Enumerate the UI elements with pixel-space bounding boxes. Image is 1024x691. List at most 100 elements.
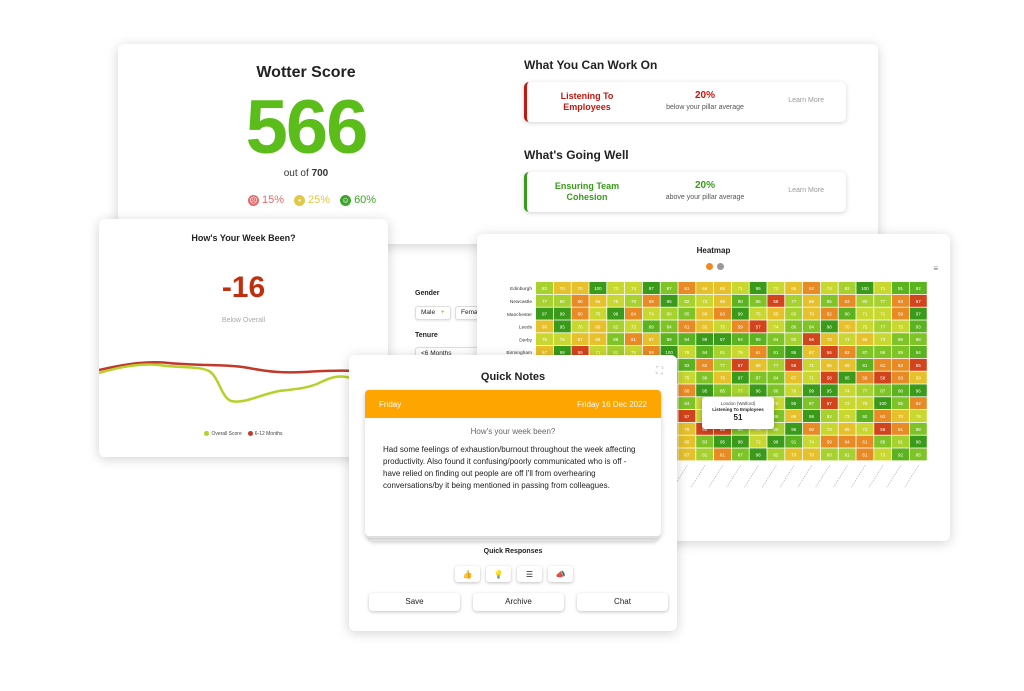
heatmap-cell[interactable] [642, 294, 660, 307]
heatmap-cell[interactable] [642, 320, 660, 333]
heatmap-cell[interactable] [820, 320, 838, 333]
heatmap-cell[interactable] [731, 346, 749, 358]
heatmap-cell[interactable] [714, 320, 731, 333]
heatmap-cell[interactable] [714, 358, 731, 371]
heatmap-cell[interactable] [838, 410, 856, 422]
heatmap-cell[interactable] [874, 422, 892, 435]
heatmap-pager[interactable] [706, 263, 726, 270]
heatmap-cell[interactable] [678, 448, 696, 461]
heatmap-cell[interactable] [909, 346, 927, 358]
heatmap-cell[interactable] [838, 384, 856, 397]
heatmap-cell[interactable] [678, 384, 696, 397]
expand-icon[interactable]: ⛶ [656, 366, 663, 377]
heatmap-cell[interactable] [678, 358, 696, 371]
heatmap-cell[interactable] [785, 294, 803, 307]
heatmap-cell[interactable] [909, 320, 927, 333]
heatmap-cell[interactable] [714, 333, 731, 346]
heatmap-cell[interactable] [642, 282, 660, 294]
heatmap-cell[interactable] [625, 307, 642, 320]
heatmap-cell[interactable] [820, 448, 838, 461]
pager-dot-2[interactable] [717, 263, 724, 270]
heatmap-cell[interactable] [767, 358, 785, 371]
heatmap-cell[interactable] [714, 294, 731, 307]
heatmap-cell[interactable] [892, 384, 909, 397]
heatmap-cell[interactable] [749, 333, 767, 346]
heatmap-cell[interactable] [731, 371, 749, 384]
thumbs-up-icon[interactable]: 👍 [455, 566, 480, 582]
heatmap-cell[interactable] [536, 294, 553, 307]
heatmap-cell[interactable] [767, 346, 785, 358]
hamburger-menu-icon[interactable]: ≡ [933, 264, 938, 273]
heatmap-cell[interactable] [607, 294, 625, 307]
heatmap-cell[interactable] [749, 371, 767, 384]
heatmap-cell[interactable] [856, 346, 874, 358]
heatmap-cell[interactable] [714, 307, 731, 320]
heatmap-cell[interactable] [714, 448, 731, 461]
heatmap-cell[interactable] [785, 333, 803, 346]
chat-button[interactable]: Chat [577, 593, 668, 611]
heatmap-cell[interactable] [660, 333, 678, 346]
heatmap-cell[interactable] [785, 410, 803, 422]
heatmap-cell[interactable] [909, 435, 927, 448]
heatmap-cell[interactable] [785, 448, 803, 461]
heatmap-cell[interactable] [696, 435, 714, 448]
heatmap-cell[interactable] [909, 397, 927, 410]
heatmap-cell[interactable] [892, 397, 909, 410]
heatmap-cell[interactable] [642, 333, 660, 346]
heatmap-cell[interactable] [696, 358, 714, 371]
heatmap-cell[interactable] [749, 346, 767, 358]
heatmap-cell[interactable] [856, 384, 874, 397]
heatmap-cell[interactable] [767, 371, 785, 384]
heatmap-cell[interactable] [625, 320, 642, 333]
heatmap-cell[interactable] [838, 358, 856, 371]
heatmap-cell[interactable] [767, 384, 785, 397]
heatmap-cell[interactable] [714, 384, 731, 397]
heatmap-cell[interactable] [749, 294, 767, 307]
heatmap-cell[interactable] [785, 397, 803, 410]
heatmap-cell[interactable] [696, 282, 714, 294]
heatmap-cell[interactable] [714, 371, 731, 384]
heatmap-cell[interactable] [785, 384, 803, 397]
heatmap-cell[interactable] [820, 307, 838, 320]
heatmap-cell[interactable] [803, 371, 820, 384]
heatmap-cell[interactable] [678, 307, 696, 320]
heatmap-cell[interactable] [874, 333, 892, 346]
heatmap-cell[interactable] [856, 422, 874, 435]
heatmap-cell[interactable] [767, 294, 785, 307]
heatmap-cell[interactable] [874, 397, 892, 410]
heatmap-cell[interactable] [678, 282, 696, 294]
heatmap-cell[interactable] [874, 435, 892, 448]
heatmap-cell[interactable] [820, 358, 838, 371]
heatmap-cell[interactable] [892, 320, 909, 333]
heatmap-cell[interactable] [892, 333, 909, 346]
heatmap-cell[interactable] [696, 320, 714, 333]
heatmap-cell[interactable] [838, 294, 856, 307]
heatmap-cell[interactable] [749, 307, 767, 320]
heatmap-cell[interactable] [678, 371, 696, 384]
heatmap-cell[interactable] [803, 448, 820, 461]
heatmap-cell[interactable] [625, 282, 642, 294]
heatmap-cell[interactable] [892, 448, 909, 461]
heatmap-cell[interactable] [803, 320, 820, 333]
heatmap-cell[interactable] [731, 282, 749, 294]
heatmap-cell[interactable] [892, 294, 909, 307]
heatmap-cell[interactable] [820, 422, 838, 435]
heatmap-cell[interactable] [678, 320, 696, 333]
heatmap-cell[interactable] [874, 384, 892, 397]
heatmap-cell[interactable] [731, 320, 749, 333]
heatmap-cell[interactable] [856, 371, 874, 384]
pager-dot-1[interactable] [706, 263, 713, 270]
heatmap-cell[interactable] [874, 307, 892, 320]
heatmap-cell[interactable] [678, 422, 696, 435]
heatmap-cell[interactable] [767, 435, 785, 448]
heatmap-cell[interactable] [714, 435, 731, 448]
heatmap-cell[interactable] [571, 282, 589, 294]
heatmap-cell[interactable] [767, 448, 785, 461]
heatmap-cell[interactable] [909, 282, 927, 294]
heatmap-cell[interactable] [696, 448, 714, 461]
heatmap-cell[interactable] [820, 282, 838, 294]
heatmap-cell[interactable] [909, 333, 927, 346]
heatmap-cell[interactable] [856, 435, 874, 448]
heatmap-cell[interactable] [696, 333, 714, 346]
heatmap-cell[interactable] [856, 448, 874, 461]
